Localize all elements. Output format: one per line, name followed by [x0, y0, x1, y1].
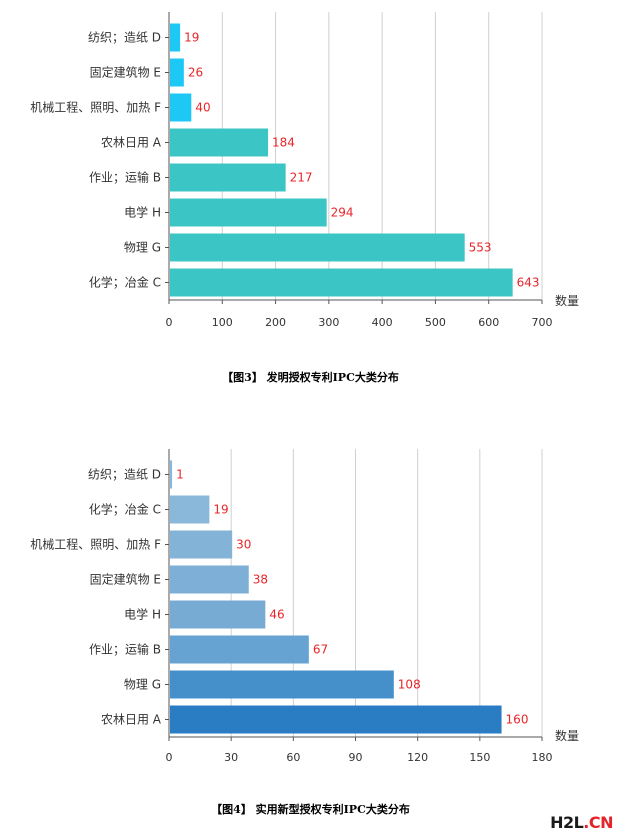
chart1-bar [170, 128, 269, 157]
chart1-x-tick-label: 300 [318, 316, 339, 329]
chart1-x-tick-label: 0 [166, 316, 173, 329]
chart1-value-label: 19 [184, 31, 199, 45]
chart2-category-label: 纺织；造纸 D [88, 468, 161, 482]
chart1-bar [170, 268, 513, 297]
chart2-x-tick-label: 150 [469, 751, 490, 764]
chart2-value-label: 1 [176, 468, 184, 482]
chart2-x-tick-label: 30 [224, 751, 238, 764]
chart1-bar [170, 233, 465, 262]
chart2-x-tick-label: 120 [407, 751, 428, 764]
watermark-accent: .CN [583, 813, 613, 832]
chart2-category-label: 化学；冶金 C [89, 502, 161, 517]
chart1-bar [170, 58, 184, 87]
chart2-x-tick-label: 60 [286, 751, 300, 764]
chart2-bar [170, 530, 233, 559]
chart2-bar [170, 495, 210, 524]
chart1-category-label: 农林日用 A [101, 136, 162, 150]
chart2-bar [170, 460, 173, 489]
chart2-category-label: 电学 H [124, 607, 161, 622]
chart2-category-label: 机械工程、照明、加热 F [30, 537, 161, 552]
chart1-value-label: 26 [188, 66, 203, 80]
chart1-category-label: 固定建筑物 E [90, 65, 161, 80]
chart2-x-tick-label: 180 [532, 751, 553, 764]
chart2-value-label: 46 [269, 608, 284, 622]
chart1-category-label: 物理 G [124, 241, 161, 255]
chart2-bar [170, 600, 266, 629]
watermark-main: H2L [550, 813, 584, 832]
chart2-category-label: 作业；运输 B [89, 642, 161, 657]
chart1-bar [170, 163, 286, 192]
chart-caption-2: 【图4】 实用新型授权专利IPC大类分布 [211, 803, 410, 816]
chart1-x-tick-label: 100 [212, 316, 233, 329]
chart2-category-label: 物理 G [124, 678, 161, 692]
chart1-value-label: 294 [331, 206, 354, 220]
chart1-x-tick-label: 500 [425, 316, 446, 329]
chart2-value-label: 38 [253, 573, 268, 587]
chart2-category-label: 农林日用 A [101, 713, 162, 727]
chart2-bar [170, 565, 249, 594]
chart1-category-label: 化学；冶金 C [89, 275, 161, 290]
chart1-x-axis-label: 数量 [555, 293, 579, 308]
chart1-x-tick-label: 600 [478, 316, 499, 329]
watermark-logo: H2L.CN [550, 813, 613, 832]
chart2-bar [170, 670, 394, 699]
chart2-value-label: 30 [236, 538, 251, 552]
chart2-value-label: 19 [213, 503, 228, 517]
chart2-x-tick-label: 90 [349, 751, 363, 764]
chart2-bar [170, 705, 502, 734]
chart2-category-label: 固定建筑物 E [90, 572, 161, 587]
chart1-category-label: 机械工程、照明、加热 F [30, 100, 161, 115]
chart2-x-tick-label: 0 [166, 751, 173, 764]
chart1-category-label: 电学 H [124, 205, 161, 220]
chart2-value-label: 160 [506, 713, 529, 727]
chart1-x-tick-label: 700 [532, 316, 553, 329]
chart2-value-label: 108 [398, 678, 421, 692]
chart2-bar [170, 635, 309, 664]
chart1-bar [170, 198, 327, 227]
chart1-value-label: 184 [272, 136, 295, 150]
chart1-value-label: 40 [195, 101, 210, 115]
chart2-x-axis-label: 数量 [555, 728, 579, 743]
chart1-value-label: 553 [469, 241, 492, 255]
chart1-x-tick-label: 200 [265, 316, 286, 329]
chart1-bar [170, 23, 181, 52]
chart1-value-label: 217 [290, 171, 313, 185]
chart2-value-label: 67 [313, 643, 328, 657]
chart1-bar [170, 93, 192, 122]
chart1-category-label: 纺织；造纸 D [88, 31, 161, 45]
chart-caption-1: 【图3】 发明授权专利IPC大类分布 [222, 371, 399, 384]
chart1-category-label: 作业；运输 B [89, 170, 161, 185]
chart1-value-label: 643 [517, 276, 540, 290]
chart1-x-tick-label: 400 [372, 316, 393, 329]
